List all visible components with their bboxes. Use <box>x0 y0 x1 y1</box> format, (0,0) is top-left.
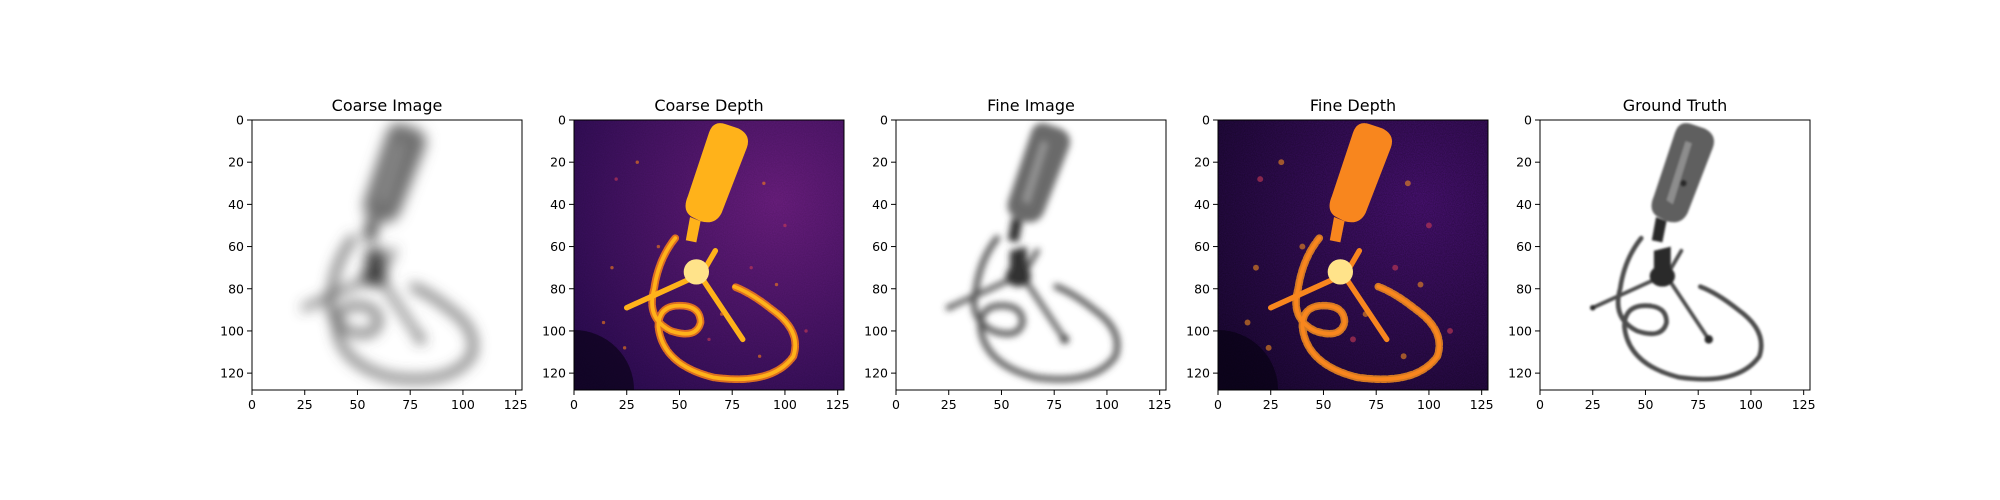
y-tick-label: 80 <box>228 281 244 296</box>
y-tick-label: 80 <box>1516 281 1532 296</box>
x-tick-label: 25 <box>297 397 313 412</box>
y-tick-label: 20 <box>1516 155 1532 170</box>
y-tick-label: 0 <box>1524 113 1532 128</box>
y-tick-label: 40 <box>1194 197 1210 212</box>
x-tick-label: 0 <box>570 397 578 412</box>
x-tick-label: 125 <box>1470 397 1494 412</box>
y-tick-label: 120 <box>864 366 888 381</box>
y-tick-label: 60 <box>1194 239 1210 254</box>
x-tick-label: 25 <box>1585 397 1601 412</box>
x-tick-label: 0 <box>892 397 900 412</box>
panel-title: Fine Image <box>987 96 1075 115</box>
y-tick-label: 40 <box>872 197 888 212</box>
panel-title: Fine Depth <box>1310 96 1396 115</box>
axes-frame <box>1217 119 1489 391</box>
x-tick-label: 100 <box>1739 397 1763 412</box>
y-tick-label: 120 <box>220 366 244 381</box>
y-tick-label: 40 <box>228 197 244 212</box>
panel-4: Fine Depth 0 25 50 75 100 125 0 20 40 60 80 100 120 <box>1186 96 1494 412</box>
y-tick-label: 80 <box>550 281 566 296</box>
x-tick-label: 100 <box>773 397 797 412</box>
axes-frame <box>251 119 523 391</box>
y-tick-label: 60 <box>872 239 888 254</box>
panel-2: Coarse Depth 0 25 50 75 100 125 0 20 40 60 80 100 120 <box>542 96 850 412</box>
x-tick-label: 0 <box>1536 397 1544 412</box>
depth-map-image <box>1218 120 1488 390</box>
x-tick-label: 0 <box>248 397 256 412</box>
y-tick-label: 20 <box>550 155 566 170</box>
y-tick-label: 20 <box>228 155 244 170</box>
y-tick-label: 80 <box>872 281 888 296</box>
render-image <box>252 120 522 390</box>
y-tick-label: 120 <box>1508 366 1532 381</box>
x-tick-label: 100 <box>1095 397 1119 412</box>
y-tick-label: 0 <box>880 113 888 128</box>
x-tick-label: 125 <box>504 397 528 412</box>
y-tick-label: 100 <box>542 323 566 338</box>
y-tick-label: 100 <box>1186 323 1210 338</box>
render-image <box>896 120 1166 390</box>
y-tick-label: 40 <box>550 197 566 212</box>
y-tick-label: 80 <box>1194 281 1210 296</box>
panel-title: Coarse Image <box>332 96 443 115</box>
y-tick-label: 0 <box>236 113 244 128</box>
y-tick-label: 60 <box>550 239 566 254</box>
y-tick-label: 0 <box>1202 113 1210 128</box>
panel-5: Ground Truth 0 25 50 75 100 125 0 20 40 60 80 100 120 <box>1508 96 1815 412</box>
axes-frame <box>1539 119 1811 391</box>
x-tick-label: 125 <box>1148 397 1172 412</box>
x-tick-label: 100 <box>451 397 475 412</box>
y-tick-label: 100 <box>1508 323 1532 338</box>
y-tick-label: 60 <box>1516 239 1532 254</box>
panel-title: Coarse Depth <box>654 96 763 115</box>
x-tick-label: 75 <box>1368 397 1384 412</box>
y-tick-label: 60 <box>228 239 244 254</box>
x-tick-label: 25 <box>619 397 635 412</box>
y-tick-label: 0 <box>558 113 566 128</box>
y-tick-label: 100 <box>220 323 244 338</box>
panel-title: Ground Truth <box>1623 96 1728 115</box>
x-tick-label: 75 <box>1690 397 1706 412</box>
x-tick-label: 50 <box>350 397 366 412</box>
panel-1: Coarse Image 0 25 50 75 100 125 0 20 40 60 80 100 120 <box>220 96 527 412</box>
y-tick-label: 120 <box>542 366 566 381</box>
y-tick-label: 20 <box>872 155 888 170</box>
axes-frame <box>895 119 1167 391</box>
x-tick-label: 75 <box>402 397 418 412</box>
x-tick-label: 125 <box>826 397 850 412</box>
x-tick-label: 25 <box>941 397 957 412</box>
panel-3: Fine Image 0 25 50 75 100 125 0 20 40 60 80 100 120 <box>864 96 1171 412</box>
axes-frame <box>573 119 845 391</box>
depth-map-image <box>574 120 844 390</box>
render-image <box>1540 120 1810 390</box>
x-tick-label: 50 <box>1638 397 1654 412</box>
y-tick-label: 20 <box>1194 155 1210 170</box>
x-tick-label: 100 <box>1417 397 1441 412</box>
x-tick-label: 75 <box>724 397 740 412</box>
x-tick-label: 50 <box>672 397 688 412</box>
y-tick-label: 120 <box>1186 366 1210 381</box>
x-tick-label: 50 <box>1316 397 1332 412</box>
x-tick-label: 25 <box>1263 397 1279 412</box>
x-tick-label: 75 <box>1046 397 1062 412</box>
x-tick-label: 50 <box>994 397 1010 412</box>
x-tick-label: 0 <box>1214 397 1222 412</box>
x-tick-label: 125 <box>1792 397 1816 412</box>
y-tick-label: 40 <box>1516 197 1532 212</box>
y-tick-label: 100 <box>864 323 888 338</box>
